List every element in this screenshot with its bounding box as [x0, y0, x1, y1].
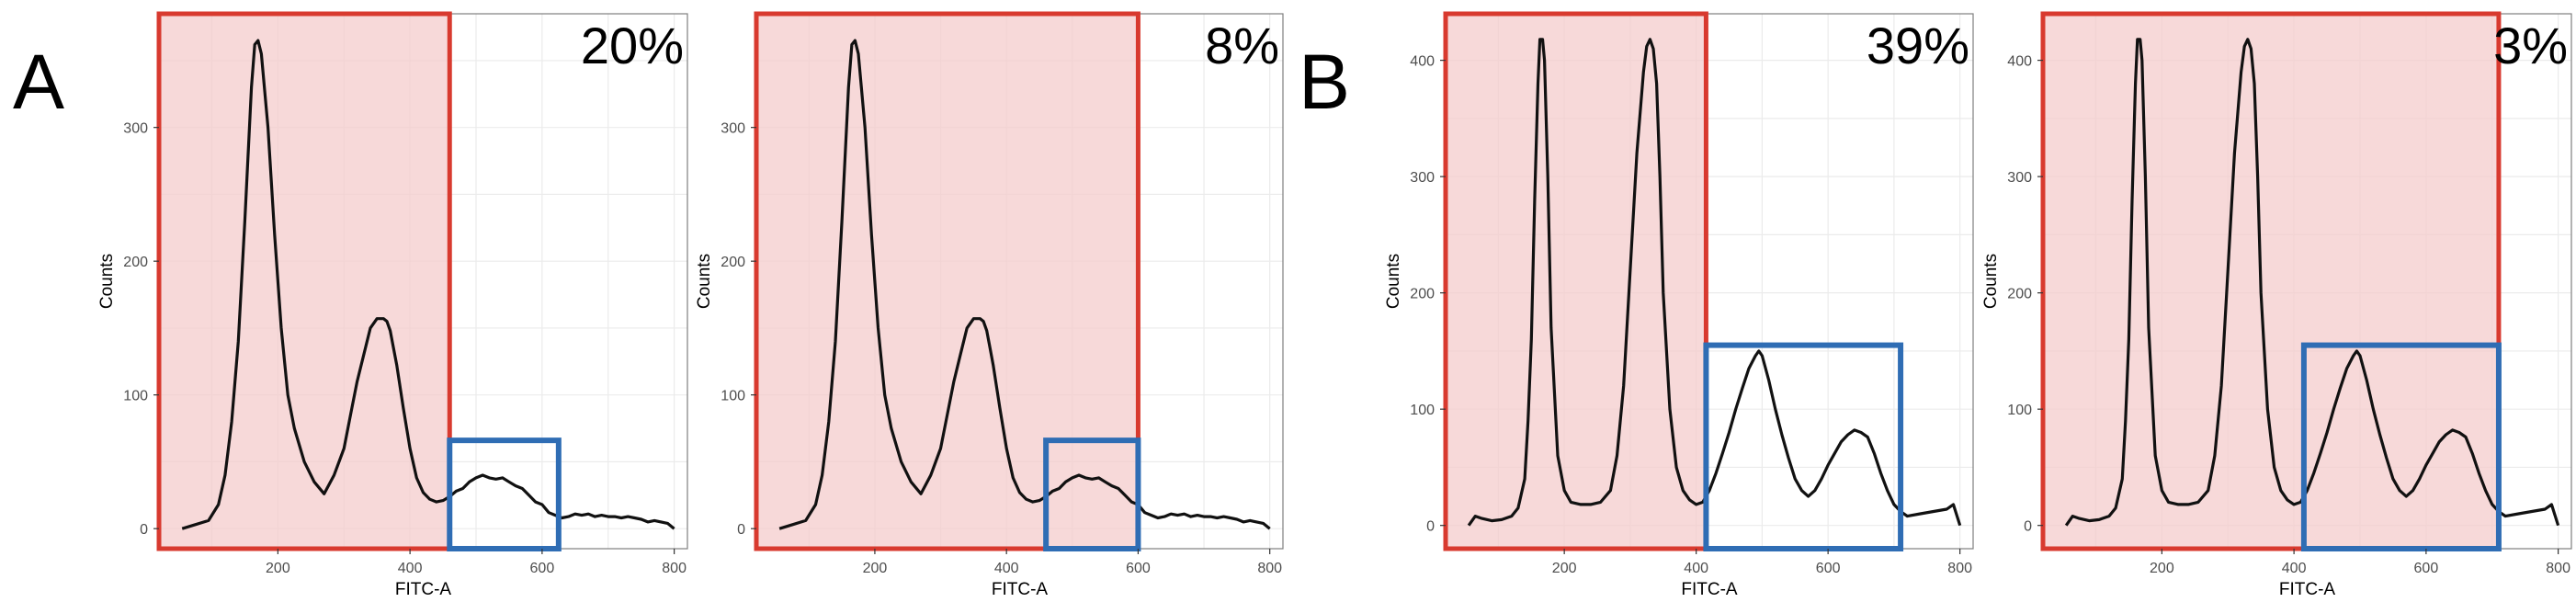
red-gate-outline — [1443, 11, 1708, 551]
y-axis-title: Counts — [1981, 254, 2001, 309]
y-tick-label: 0 — [2024, 519, 2032, 535]
red-gate-fill — [2043, 14, 2499, 549]
x-tick-label: 200 — [266, 561, 290, 576]
x-axis-title: FITC-A — [2279, 580, 2336, 599]
x-tick-label: 200 — [863, 561, 888, 576]
y-tick-label: 200 — [1410, 287, 1435, 302]
x-axis-title: FITC-A — [395, 580, 452, 599]
y-axis-title: Counts — [97, 254, 117, 309]
x-tick-label: 600 — [1126, 561, 1151, 576]
red-gate-outline — [156, 11, 452, 551]
y-tick-label: 200 — [2007, 287, 2032, 302]
x-tick-label: 600 — [2414, 561, 2439, 576]
y-tick-label: 100 — [721, 389, 745, 404]
panel-label-a: A — [13, 39, 64, 125]
x-tick-label: 800 — [662, 561, 687, 576]
y-tick-label: 400 — [1410, 54, 1435, 70]
y-tick-label: 0 — [1426, 519, 1435, 535]
histogram-panel-4: 200 400 600 800 0 100 200 300 400 FITC-A Counts 3% — [1981, 11, 2572, 599]
x-tick-label: 200 — [1552, 561, 1577, 576]
red-gate-outline — [754, 11, 1140, 551]
y-tick-label: 0 — [737, 522, 745, 538]
y-tick-label: 200 — [721, 255, 745, 270]
histogram-line — [778, 39, 1271, 530]
y-tick-label: 100 — [1410, 403, 1435, 418]
x-tick-label: 400 — [994, 561, 1019, 576]
y-tick-label: 100 — [123, 389, 148, 404]
y-tick-label: 400 — [2007, 54, 2032, 70]
gate-percentage: 8% — [1205, 17, 1279, 74]
x-axis-title: FITC-A — [992, 580, 1049, 599]
histogram-line — [2064, 38, 2560, 527]
panel-label-b: B — [1299, 39, 1350, 125]
x-tick-label: 400 — [398, 561, 423, 576]
y-tick-label: 300 — [123, 121, 148, 137]
blue-gate-outline — [447, 437, 562, 551]
gate-percentage: 3% — [2493, 17, 2568, 74]
y-tick-label: 300 — [2007, 170, 2032, 186]
blue-gate-outline — [2300, 342, 2502, 551]
x-tick-label: 800 — [2546, 561, 2570, 576]
gate-percentage: 20% — [581, 17, 684, 74]
y-tick-label: 200 — [123, 255, 148, 270]
x-tick-label: 800 — [1947, 561, 1972, 576]
x-tick-label: 800 — [1257, 561, 1282, 576]
red-gate-fill — [1446, 14, 1707, 549]
y-tick-label: 0 — [140, 522, 148, 538]
y-axis-title: Counts — [1384, 254, 1403, 309]
y-tick-label: 300 — [1410, 170, 1435, 186]
red-gate-fill — [159, 14, 450, 549]
x-axis-title: FITC-A — [1681, 580, 1738, 599]
histogram-panel-3: 200 400 600 800 0 100 200 300 400 FITC-A Counts 39% — [1384, 11, 1974, 599]
y-tick-label: 300 — [721, 121, 745, 137]
y-axis-title: Counts — [695, 254, 714, 309]
histogram-line — [181, 39, 675, 530]
x-tick-label: 400 — [1684, 561, 1708, 576]
blue-gate-outline — [1043, 437, 1141, 551]
histogram-panel-2: 200 400 600 800 0 100 200 300 FITC-A Counts 8% — [695, 11, 1284, 599]
gate-percentage: 39% — [1867, 17, 1969, 74]
blue-gate-outline — [1703, 342, 1904, 551]
y-tick-label: 100 — [2007, 403, 2032, 418]
red-gate-fill — [756, 14, 1139, 549]
histogram-panel-1: 200 400 600 800 0 100 200 300 FITC-A Counts 20% — [97, 11, 688, 599]
x-tick-label: 600 — [530, 561, 555, 576]
red-gate-outline — [2040, 11, 2502, 551]
x-tick-label: 200 — [2150, 561, 2174, 576]
histogram-line — [1467, 38, 1962, 527]
x-tick-label: 600 — [1816, 561, 1841, 576]
x-tick-label: 400 — [2282, 561, 2307, 576]
